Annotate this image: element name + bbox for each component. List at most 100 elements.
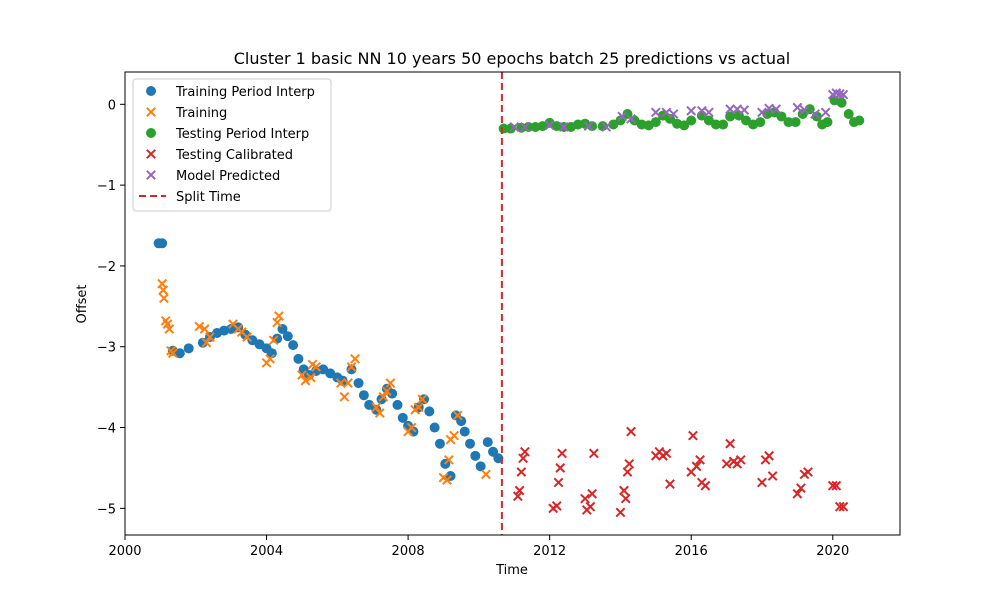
- training-period-interp-point-44: [434, 438, 445, 449]
- training-point-42: [442, 475, 452, 485]
- training-period-interp-point-19: [288, 340, 299, 351]
- model-predicted-point-9-stroke-b: [661, 107, 672, 118]
- training-point-25-stroke-b: [311, 362, 322, 372]
- training-point-20-stroke-b: [274, 311, 284, 321]
- testing-calibrated-point-41: [792, 488, 803, 499]
- x-tick-label-2000: 2000: [108, 544, 141, 559]
- model-predicted-point-5-stroke-b: [601, 122, 612, 132]
- training-point-29: [346, 362, 357, 372]
- training-point-47: [481, 469, 491, 480]
- testing-calibrated-point-42-stroke-b: [796, 483, 806, 494]
- training-point-40: [417, 394, 428, 405]
- training-point-22: [300, 375, 311, 386]
- training-period-interp-point-31: [364, 399, 375, 410]
- testing-calibrated-point-4: [519, 446, 530, 457]
- testing-calibrated-point-37-stroke-b: [757, 477, 767, 488]
- legend: Training Period Interp Training Testing Pe…: [132, 78, 332, 212]
- testing-period-interp-point-1: [505, 123, 516, 134]
- model-predicted-point-2: [544, 120, 555, 131]
- model-predicted-point-19: [771, 104, 782, 115]
- model-predicted-point-4-stroke-b: [583, 121, 594, 132]
- training-point-21-stroke-b: [297, 370, 307, 380]
- training-point-31-stroke-b: [371, 402, 382, 413]
- testing-period-interp-point-25: [686, 115, 697, 126]
- training-point-4-stroke-b: [162, 319, 173, 330]
- testing-calibrated-point-19-stroke-b: [624, 458, 635, 469]
- testing-calibrated-point-24-stroke-b: [661, 448, 672, 459]
- testing-calibrated-point-10: [580, 493, 590, 504]
- model-predicted-point-23-stroke-b: [820, 107, 831, 118]
- legend-swatch-model-predicted-stroke-b: [146, 170, 156, 180]
- training-point-34: [381, 386, 392, 397]
- training-point-29-stroke-b: [346, 362, 357, 372]
- training-point-8-stroke-b: [194, 321, 205, 332]
- model-predicted-point-6-stroke-b: [617, 111, 628, 122]
- testing-calibrated-point-28: [691, 461, 702, 472]
- model-predicted-point-12-stroke-b: [696, 105, 707, 116]
- testing-calibrated-point-27-stroke-b: [688, 430, 698, 441]
- model-predicted-point-10-stroke-b: [668, 109, 679, 119]
- model-predicted-point-7: [626, 113, 636, 124]
- training-point-23-stroke-b: [305, 372, 316, 383]
- testing-calibrated-point-3-stroke-b: [518, 453, 529, 464]
- training-point-9-stroke-b: [199, 324, 210, 334]
- model-predicted-point-3-stroke-b: [558, 122, 569, 132]
- data-marks: [153, 72, 865, 535]
- testing-calibrated-point-18-stroke-b: [622, 467, 633, 477]
- testing-calibrated-point-20: [626, 426, 636, 437]
- training-point-2-stroke-b: [159, 293, 169, 304]
- testing-calibrated-point-9-stroke-b: [557, 448, 567, 459]
- training-period-interp-point-42: [424, 406, 435, 417]
- testing-calibrated-point-19: [624, 458, 635, 469]
- testing-calibrated-point-15-stroke-b: [615, 507, 626, 518]
- training-point-34-stroke-b: [381, 386, 392, 397]
- y-axis-label: Offset: [75, 284, 90, 323]
- training-point-47-stroke-b: [481, 469, 491, 480]
- training-period-interp-point-43: [429, 422, 440, 433]
- series-model-predicted: [509, 88, 849, 132]
- model-predicted-point-23: [820, 107, 831, 118]
- testing-period-interp-point-20: [650, 117, 661, 128]
- testing-calibrated-point-46-stroke-b: [831, 480, 842, 491]
- testing-calibrated-point-7-stroke-b: [553, 477, 564, 488]
- testing-calibrated-point-17: [620, 493, 631, 504]
- testing-calibrated-point-16-stroke-b: [619, 485, 629, 496]
- testing-period-interp-point-29: [718, 119, 729, 130]
- training-point-5: [164, 324, 175, 334]
- training-period-interp-point-49: [459, 426, 470, 437]
- training-point-15-stroke-b: [242, 332, 252, 342]
- model-predicted-point-22: [810, 109, 820, 119]
- model-predicted-point-8: [650, 107, 661, 118]
- series-testing-calibrated: [512, 426, 849, 518]
- training-point-3-stroke-b: [160, 315, 171, 326]
- model-predicted-point-20-stroke-b: [792, 102, 803, 113]
- training-point-18: [268, 335, 279, 346]
- training-point-2: [159, 293, 169, 304]
- testing-calibrated-point-33-stroke-b: [725, 438, 736, 449]
- y-tick-label--2: −2: [97, 260, 116, 275]
- testing-calibrated-point-10-stroke-b: [580, 493, 590, 504]
- testing-calibrated-point-44: [803, 467, 813, 477]
- training-point-27: [339, 391, 350, 402]
- y-tick-label--3: −3: [97, 341, 116, 356]
- training-period-interp-point-30: [358, 390, 369, 401]
- training-point-39-stroke-b: [413, 402, 424, 413]
- training-point-11: [205, 332, 215, 342]
- legend-label-training: Training: [175, 106, 227, 121]
- testing-calibrated-point-46: [831, 480, 842, 491]
- testing-calibrated-point-8-stroke-b: [555, 463, 566, 473]
- model-predicted-point-14: [725, 104, 736, 115]
- chart-title: Cluster 1 basic NN 10 years 50 epochs ba…: [234, 49, 791, 68]
- training-point-17: [265, 353, 275, 364]
- training-period-interp-point-28: [346, 364, 357, 375]
- testing-calibrated-point-17-stroke-b: [620, 493, 631, 504]
- testing-period-interp-point-39: [790, 117, 801, 128]
- training-point-26-stroke-b: [335, 378, 346, 388]
- training-point-46-stroke-b: [452, 410, 463, 421]
- model-predicted-point-27-stroke-b: [838, 89, 849, 100]
- training-period-interp-point-52: [475, 461, 486, 472]
- model-predicted-point-7-stroke-b: [626, 113, 636, 124]
- testing-calibrated-point-36: [735, 454, 746, 465]
